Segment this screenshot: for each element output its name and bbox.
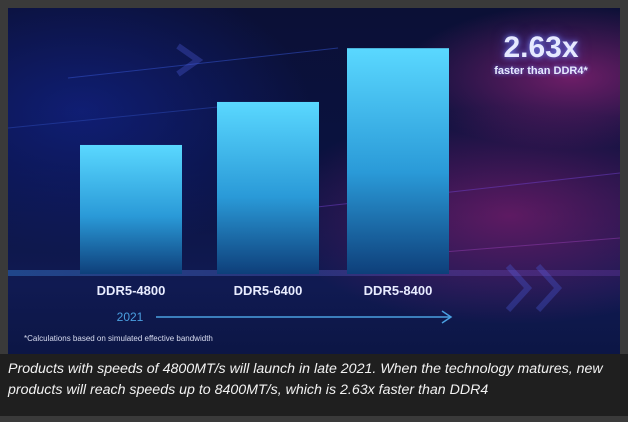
category-labels-group: DDR5-4800 DDR5-6400 DDR5-8400 (97, 283, 433, 298)
bar-ddr5-8400 (347, 48, 449, 275)
bar-chart: DDR5-4800 DDR5-6400 DDR5-8400 2021 (8, 43, 620, 324)
callout-text: faster than DDR4* (494, 65, 588, 77)
category-label: DDR5-4800 (97, 283, 166, 298)
caption-text: Products with speeds of 4800MT/s will la… (8, 361, 603, 398)
category-label: DDR5-8400 (364, 283, 433, 298)
category-label: DDR5-6400 (234, 283, 303, 298)
speed-callout: 2.63x faster than DDR4* (478, 32, 604, 78)
bars-group (80, 48, 449, 275)
chart-image: DDR5-4800 DDR5-6400 DDR5-8400 2021 2.63x f… (8, 8, 620, 354)
year-arrow-head (441, 310, 453, 324)
year-label: 2021 (117, 310, 144, 324)
bar-ddr5-6400 (217, 101, 319, 274)
bar-ddr5-4800 (80, 144, 182, 274)
callout-value: 2.63x (503, 31, 579, 64)
footnote: *Calculations based on simulated effecti… (24, 334, 213, 343)
figure-caption: Products with speeds of 4800MT/s will la… (0, 354, 628, 416)
